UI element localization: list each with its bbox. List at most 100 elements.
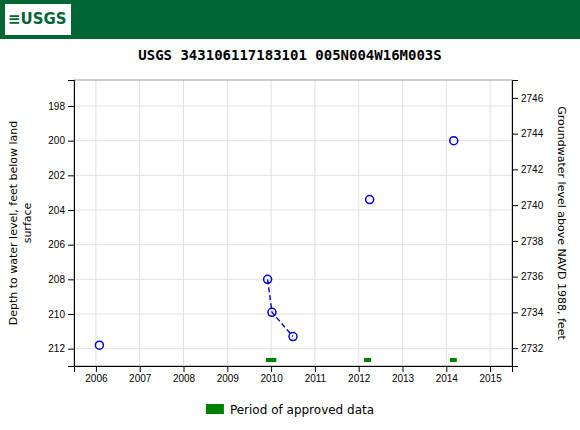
x-axis-tick: 2013 <box>392 366 415 384</box>
y-axis-tick-label: 200 <box>48 135 65 146</box>
y-axis-tick: 204 <box>48 205 74 216</box>
y-axis-tick-mark <box>68 245 74 246</box>
y2-axis-tick-mark <box>512 169 518 170</box>
grid-line-y <box>74 348 512 349</box>
y-axis-tick-mark <box>68 349 74 350</box>
y-axis-tick: 206 <box>48 239 74 250</box>
y-axis-tick: 198 <box>48 101 74 112</box>
y-axis-tick-mark <box>68 314 74 315</box>
data-point <box>366 196 374 204</box>
grid-line-x <box>271 80 272 366</box>
y2-axis-tick-mark <box>512 134 518 135</box>
y2-axis-tick: 2734 <box>512 307 544 318</box>
grid-line-y <box>74 106 512 107</box>
grid-line-x <box>490 80 491 366</box>
y2-axis-title: Groundwater level above NAVD 1988, feet <box>555 106 568 340</box>
y-axis-tick-label: 212 <box>48 343 65 354</box>
y2-axis-tick: 2740 <box>512 200 544 211</box>
grid-line-y <box>74 210 512 211</box>
grid-line-x <box>446 80 447 366</box>
logo-text: ≡USGS <box>8 10 67 28</box>
y2-axis-tick-mark <box>512 241 518 242</box>
y-axis-tick: 202 <box>48 170 74 181</box>
x-axis-tick-label: 2008 <box>173 373 196 384</box>
y-axis-tick-label: 198 <box>48 101 65 112</box>
y-axis-tick-mark <box>68 175 74 176</box>
data-point <box>268 308 276 316</box>
y2-axis-tick: 2746 <box>512 93 544 104</box>
x-axis-line <box>75 367 513 373</box>
grid <box>74 80 512 366</box>
data-point <box>289 333 297 341</box>
y-axis-tick-label: 210 <box>48 309 65 320</box>
x-axis-tick-mark <box>96 366 97 372</box>
y2-axis: 2746 2744 2742 2740 2738 2736 2734 2732 <box>512 81 544 367</box>
grid-line-x <box>139 80 140 366</box>
grid-line-x <box>95 80 96 366</box>
y2-axis-tick-mark <box>512 277 518 278</box>
x-axis-tick-label: 2014 <box>436 373 459 384</box>
grid-line-x <box>227 80 228 366</box>
grid-line-x <box>402 80 403 366</box>
y2-axis-tick-mark <box>512 98 518 99</box>
chart: ≡USGSUSGS 343106117183101 005N004W16M003… <box>0 0 580 430</box>
y-axis-tick-label: 204 <box>48 205 65 216</box>
legend-label: Period of approved data <box>230 403 374 417</box>
marks <box>95 137 457 362</box>
y-axis-tick-label: 202 <box>48 170 65 181</box>
x-axis-tick-label: 2013 <box>392 373 415 384</box>
data-point <box>264 275 272 283</box>
y-axis-tick-mark <box>68 210 74 211</box>
plot-frame <box>74 80 512 366</box>
grid-line-x <box>358 80 359 366</box>
x-axis-tick-label: 2012 <box>348 373 371 384</box>
y2-axis-tick: 2742 <box>512 164 544 175</box>
x-axis-tick: 2006 <box>85 366 108 384</box>
x-axis-tick-mark <box>315 366 316 372</box>
y2-axis-tick: 2732 <box>512 343 544 354</box>
y2-axis-tick-label: 2738 <box>521 236 544 247</box>
grid-line-y <box>74 175 512 176</box>
legend: Period of approved data <box>206 403 374 417</box>
x-axis-tick-label: 2007 <box>129 373 152 384</box>
x-axis-tick-label: 2015 <box>479 373 502 384</box>
y2-axis-tick-label: 2746 <box>521 93 544 104</box>
y2-axis-tick-label: 2736 <box>521 271 544 282</box>
y2-axis-tick-label: 2740 <box>521 200 544 211</box>
grid-line-y <box>74 314 512 315</box>
y2-axis-tick-label: 2742 <box>521 164 544 175</box>
legend-item: Period of approved data <box>206 403 374 417</box>
y2-axis-tick: 2738 <box>512 236 544 247</box>
x-axis-tick-mark <box>271 366 272 372</box>
y2-axis-tick-mark <box>512 205 518 206</box>
x-axis-tick-mark <box>184 366 185 372</box>
y-axis-title-line: surface <box>21 202 34 243</box>
x-axis-tick-label: 2010 <box>260 373 283 384</box>
y-axis-tick-mark <box>68 279 74 280</box>
y-axis-tick: 200 <box>48 135 74 146</box>
logo-box <box>5 4 71 35</box>
y-axis-title-line: Depth to water level, feet below land <box>7 121 20 326</box>
x-axis-tick-mark <box>359 366 360 372</box>
x-axis-tick-mark <box>140 366 141 372</box>
y-axis-tick: 210 <box>48 309 74 320</box>
y-axis-tick-label: 208 <box>48 274 65 285</box>
x-axis-tick-mark <box>227 366 228 372</box>
y-axis-tick: 208 <box>48 274 74 285</box>
y-axis-title: Depth to water level, feet below landsur… <box>7 121 33 326</box>
grid-line-y <box>74 140 512 141</box>
x-axis-tick: 2011 <box>305 366 327 384</box>
x-axis-tick: 2014 <box>436 366 459 384</box>
y-axis-line <box>68 81 75 367</box>
y2-axis-tick-label: 2734 <box>521 307 544 318</box>
grid-line-y <box>74 279 512 280</box>
x-axis-tick-label: 2011 <box>305 373 327 384</box>
x-axis-tick-label: 2006 <box>85 373 108 384</box>
x-axis-tick: 2009 <box>217 366 240 384</box>
y2-axis-tick-label: 2744 <box>521 128 544 139</box>
x-axis: 2006 2007 2008 2009 2010 2011 2012 2013 2014 2015 <box>75 366 513 384</box>
header-bar <box>0 0 580 39</box>
x-axis-tick: 2007 <box>129 366 152 384</box>
x-axis-tick: 2010 <box>260 366 283 384</box>
y-axis-tick-mark <box>68 141 74 142</box>
